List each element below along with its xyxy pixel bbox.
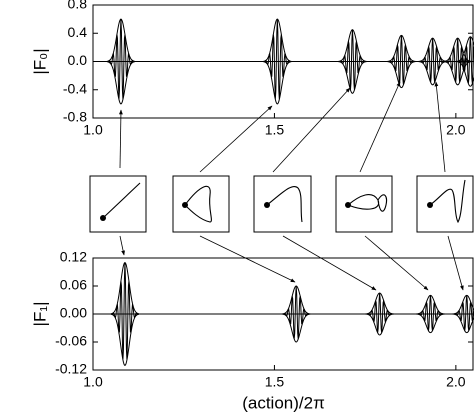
inset-box	[89, 175, 147, 233]
x-tick-label: 2.0	[446, 374, 466, 390]
x-tick-label: 1.5	[265, 374, 285, 390]
arrow	[434, 81, 446, 173]
wave-envelope	[106, 18, 136, 62]
inset-orbit	[266, 186, 303, 223]
wave-envelope	[338, 29, 367, 62]
panel: 0.12 0.06 0.00 -0.06 -0.121.0 1.5 2.0 |F₁| (acti…	[30, 249, 474, 412]
arrow	[282, 235, 377, 291]
panel: 0.8 0.4 0.0 -0.4 -0.81.0 1.5 2.0 |F₀|	[30, 0, 474, 138]
y-axis-label: |F₁|	[30, 302, 49, 327]
y-tick-label: -0.12	[55, 361, 87, 377]
y-tick-label: -0.06	[55, 333, 87, 349]
wave-envelope	[387, 34, 416, 62]
y-axis-label: |F₀|	[30, 48, 49, 74]
arrow	[119, 235, 125, 256]
inset-box	[253, 175, 312, 233]
arrow	[199, 105, 273, 173]
wave-envelope	[456, 36, 474, 62]
y-tick-label: 0.12	[60, 249, 87, 265]
inset-box	[416, 175, 474, 233]
insets	[89, 175, 474, 233]
arrow	[364, 235, 429, 291]
wave-envelope	[416, 294, 445, 315]
wave-envelope	[110, 262, 140, 315]
wave-envelope	[263, 18, 292, 62]
arrow	[199, 235, 296, 283]
inset-box	[172, 175, 230, 233]
y-tick-label: -0.8	[63, 109, 87, 125]
x-tick-label: 1.0	[83, 374, 103, 390]
x-tick-label: 1.0	[83, 122, 103, 138]
wave-envelope	[418, 37, 447, 62]
inset-orbit	[347, 194, 388, 212]
arrows	[119, 81, 464, 291]
y-tick-label: 0.4	[68, 24, 88, 40]
wave-envelope	[452, 294, 474, 315]
x-axis-label: (action)/2π	[242, 393, 325, 412]
x-tick-label: 2.0	[446, 122, 466, 138]
y-tick-label: 0.00	[60, 305, 87, 321]
y-tick-label: -0.4	[63, 80, 87, 96]
inset-box	[335, 175, 393, 233]
y-tick-label: 0.06	[60, 277, 87, 293]
inset-orbit	[102, 182, 141, 219]
y-tick-label: 0.0	[68, 52, 88, 68]
wave-envelope	[282, 285, 311, 315]
arrow	[447, 235, 464, 291]
inset-orbit	[429, 179, 466, 224]
wave-envelope	[365, 292, 394, 315]
x-tick-label: 1.5	[265, 122, 285, 138]
arrow	[272, 87, 351, 173]
y-tick-label: 0.8	[68, 0, 88, 12]
inset-orbit	[184, 185, 212, 223]
arrow	[359, 81, 401, 173]
arrow	[119, 109, 123, 169]
